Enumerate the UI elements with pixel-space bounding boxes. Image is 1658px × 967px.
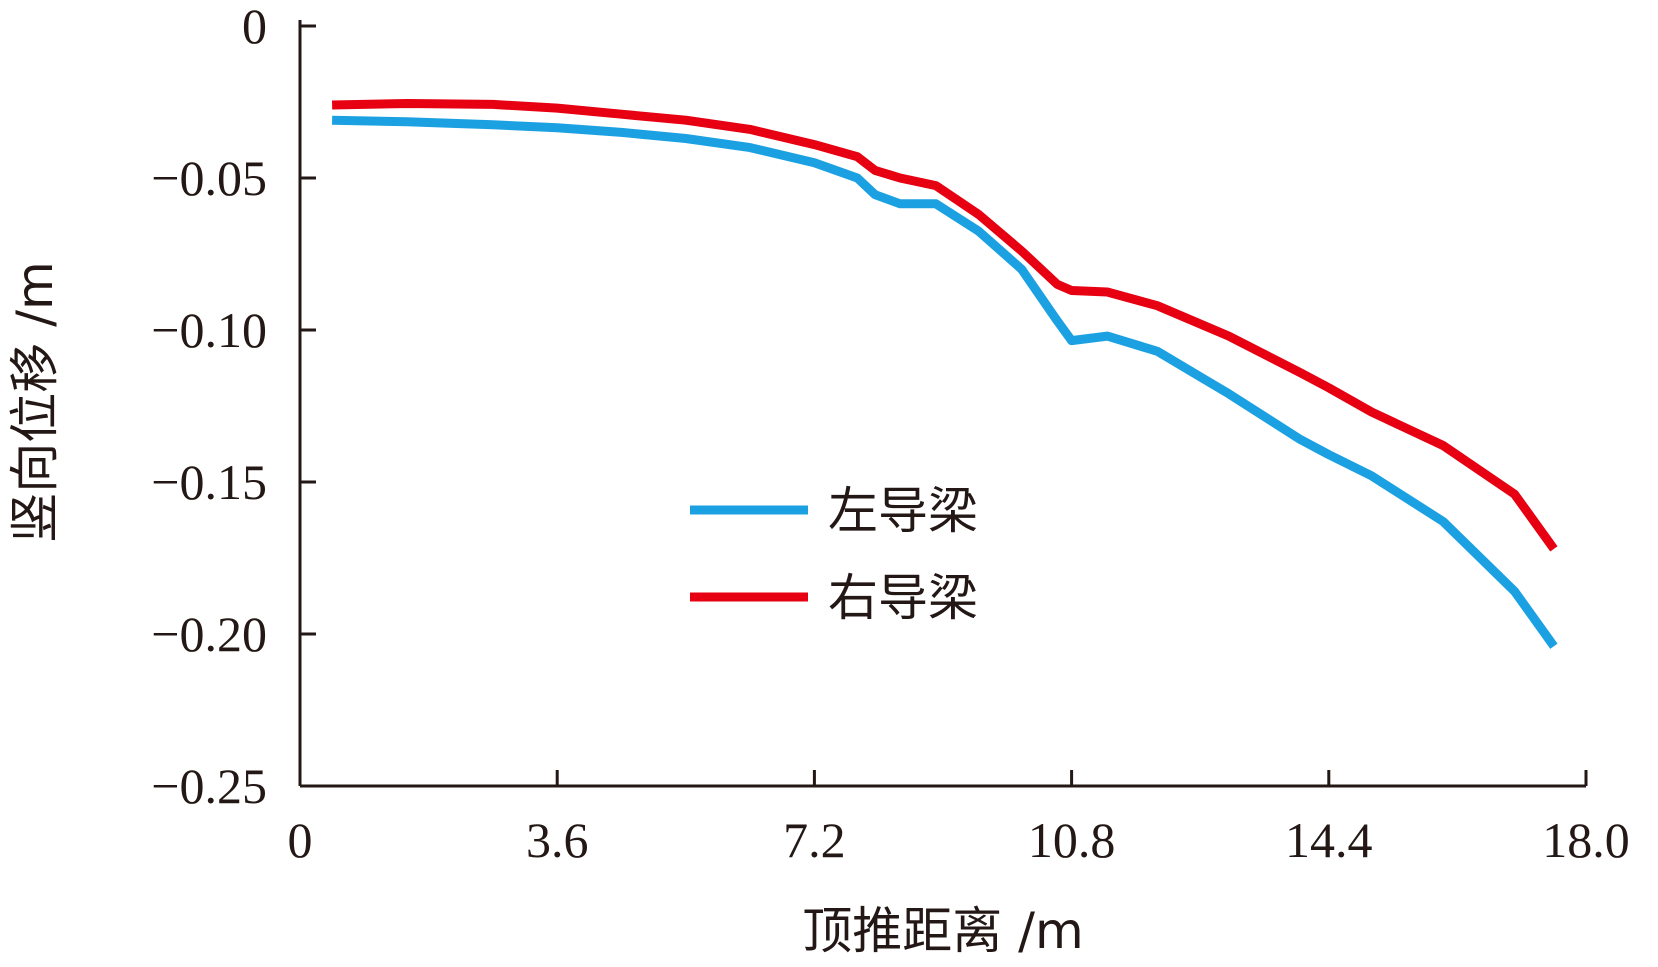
y-tick-label: −0.15	[151, 454, 267, 510]
x-ticks: 0 3.6 7.2 10.8 14.4 18.0	[288, 770, 1630, 868]
y-ticks: 0 −0.05 −0.10 −0.15 −0.20 −0.25	[151, 0, 316, 814]
x-axis-title: 顶推距离 /m	[802, 902, 1083, 960]
y-tick-label: −0.20	[151, 606, 267, 662]
series-layer	[332, 99, 1558, 649]
y-axis-title: 竖向位移 /m	[6, 261, 64, 542]
series-line-2	[332, 99, 1558, 552]
legend-label-2: 右导梁	[828, 569, 978, 627]
y-tick-label: −0.05	[151, 150, 267, 206]
x-tick-label: 10.8	[1028, 812, 1116, 868]
x-tick-label: 7.2	[783, 812, 846, 868]
y-tick-label: 0	[242, 0, 267, 54]
x-tick-label: 18.0	[1542, 812, 1630, 868]
series-line-1	[332, 115, 1558, 649]
legend-label-1: 左导梁	[828, 482, 978, 540]
x-tick-label: 14.4	[1285, 812, 1373, 868]
x-tick-label: 0	[288, 812, 313, 868]
y-tick-label: −0.10	[151, 302, 267, 358]
x-tick-label: 3.6	[526, 812, 589, 868]
y-tick-label: −0.25	[151, 758, 267, 814]
